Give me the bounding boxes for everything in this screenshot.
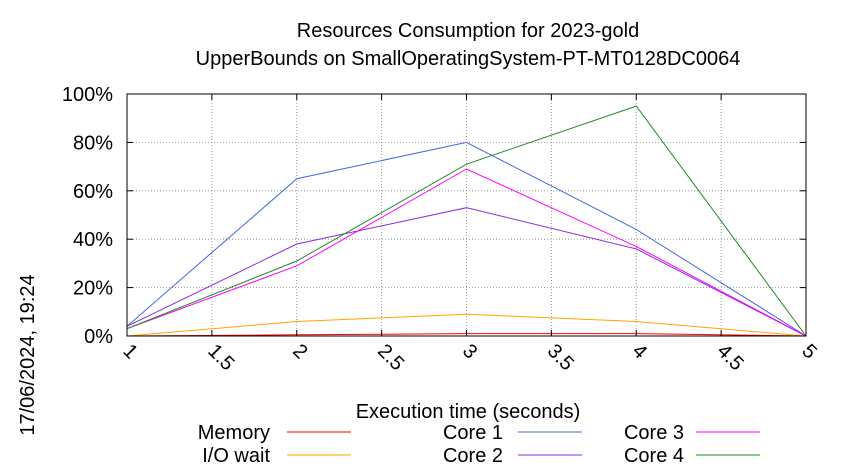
series-line-core-1 [126, 141, 807, 337]
series-line-i-o-wait [126, 313, 807, 337]
chart-subtitle: UpperBounds on SmallOperatingSystem-PT-M… [196, 48, 741, 70]
x-tick-label: 4.5 [713, 340, 748, 375]
y-tick-label: 60% [73, 181, 113, 203]
series-line-core-4 [126, 105, 807, 337]
y-tick-label: 100% [62, 84, 113, 106]
timestamp-label: 17/06/2024, 19:24 [17, 274, 39, 435]
series-line-core-3 [126, 168, 807, 337]
x-tick-label: 1 [118, 340, 141, 363]
y-tick-label: 0% [84, 326, 113, 348]
x-tick-label: 2.5 [373, 340, 408, 375]
x-tick-label: 4 [628, 340, 651, 363]
x-tick-label: 2 [288, 340, 311, 363]
legend-label: Core 2 [443, 445, 503, 467]
series-line-core-2 [126, 207, 807, 337]
legend-label: I/O wait [202, 445, 270, 467]
legend-label: Memory [198, 422, 270, 444]
legend-label: Core 1 [443, 422, 503, 444]
x-tick-label: 5 [797, 340, 820, 363]
grid-lines [126, 93, 807, 337]
x-tick-label: 3.5 [543, 340, 578, 375]
x-axis-label: Execution time (seconds) [356, 401, 581, 423]
x-tick-label: 3 [458, 340, 481, 363]
y-tick-label: 20% [73, 278, 113, 300]
x-tick-label: 1.5 [203, 340, 238, 375]
chart-title: Resources Consumption for 2023-gold [297, 20, 639, 42]
y-tick-label: 40% [73, 229, 113, 251]
legend-label: Core 3 [624, 422, 684, 444]
legend-label: Core 4 [624, 445, 684, 467]
y-tick-label: 80% [73, 132, 113, 154]
